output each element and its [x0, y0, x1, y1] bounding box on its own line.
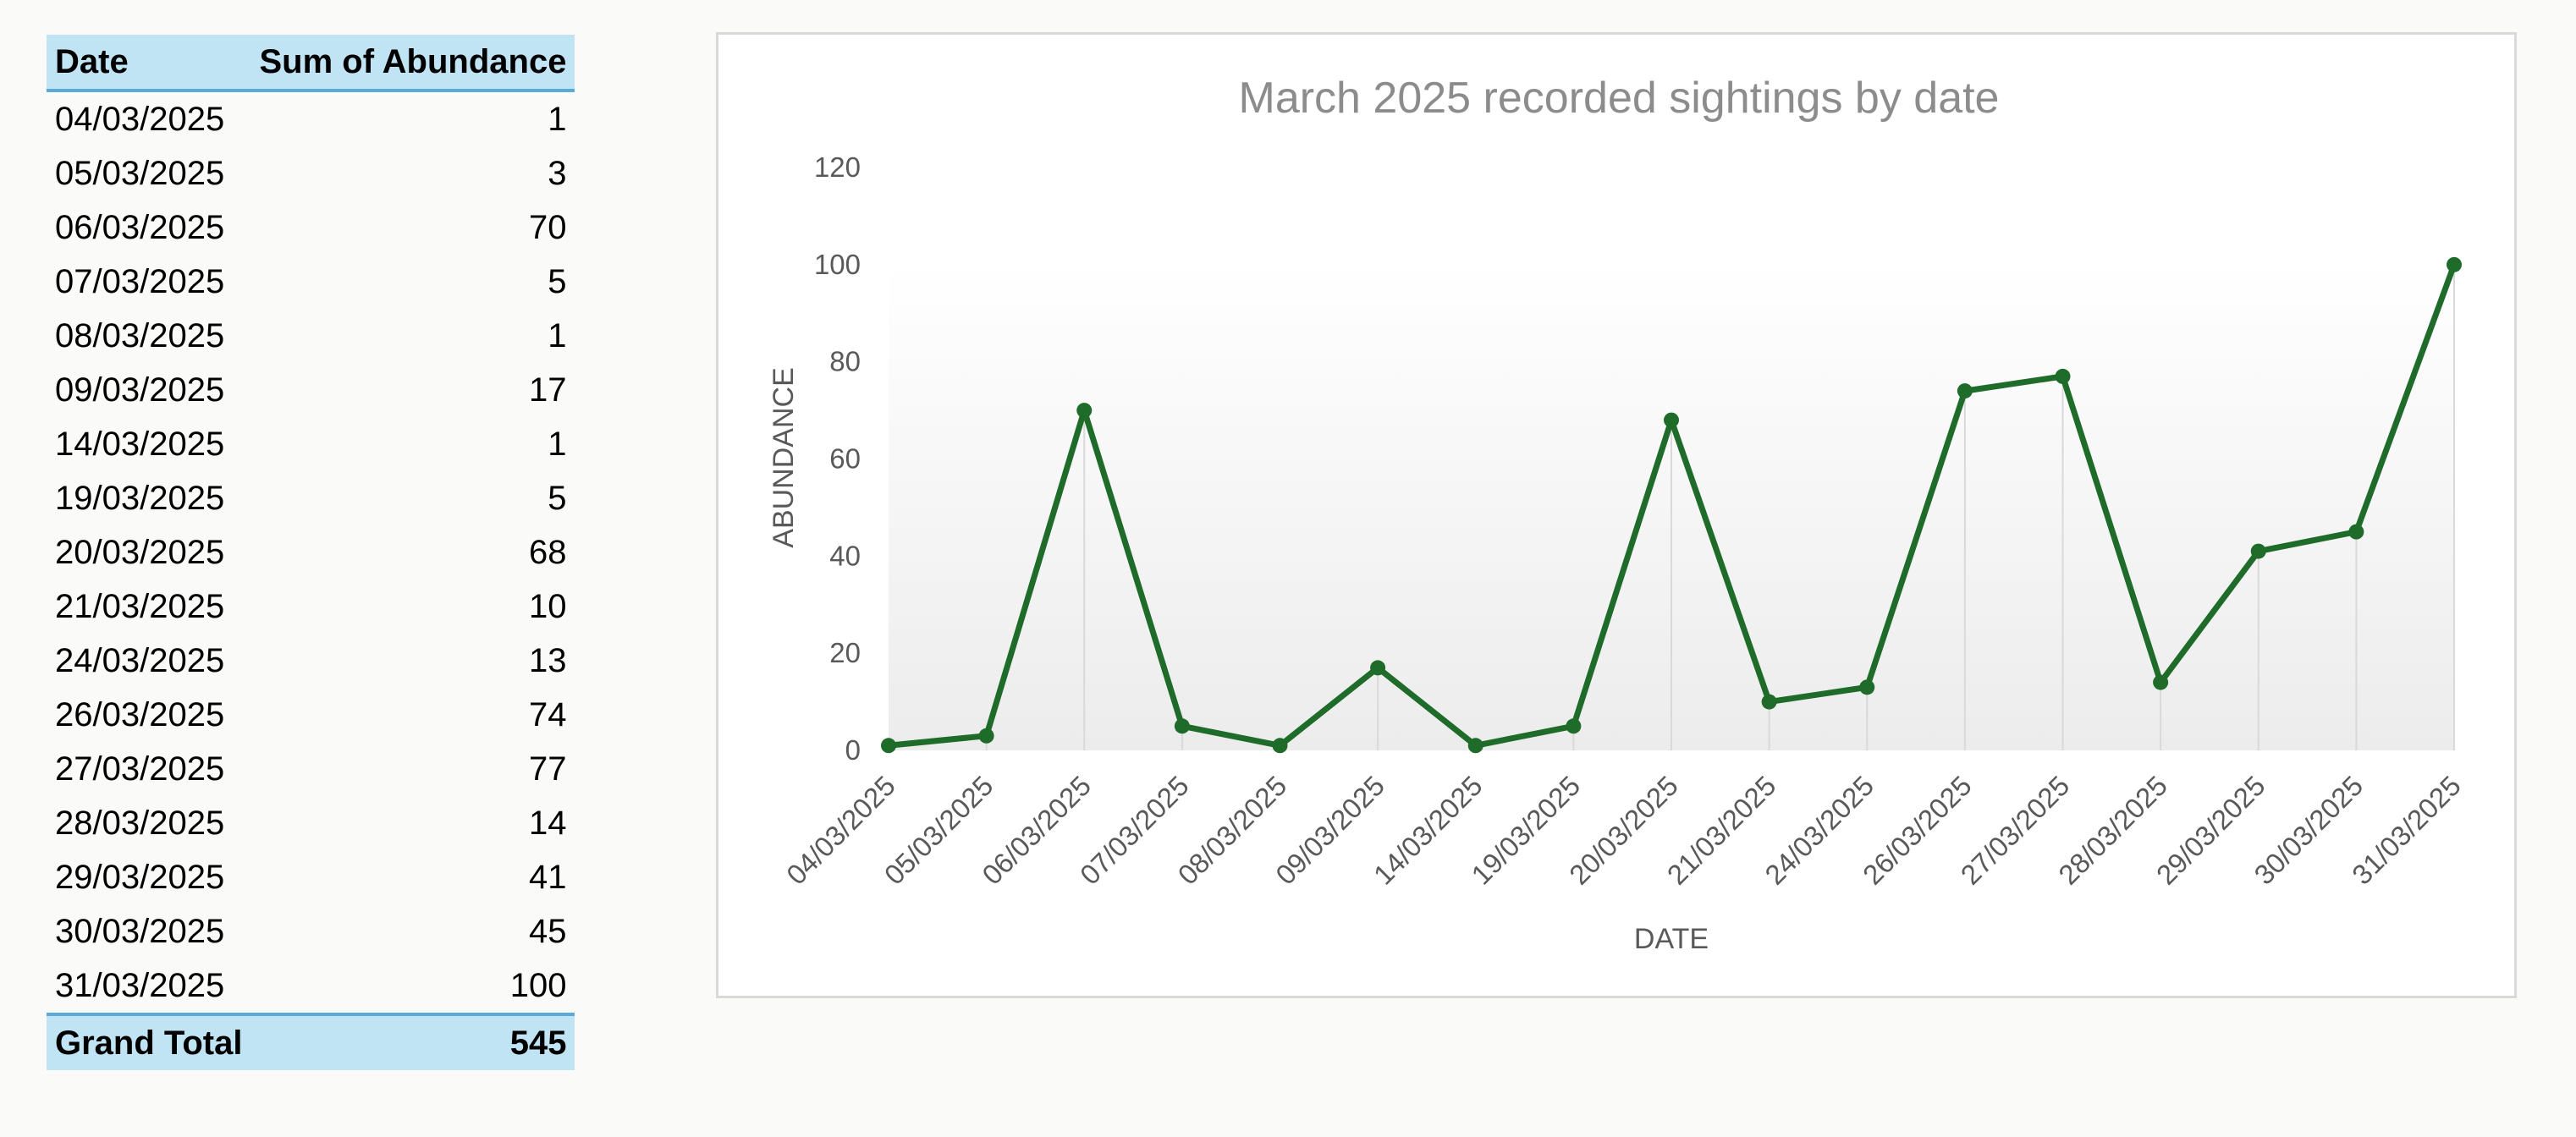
y-tick-label: 60 — [829, 443, 861, 475]
row-date[interactable]: 29/03/2025 — [55, 858, 225, 896]
y-tick-label: 120 — [814, 151, 861, 183]
row-abundance[interactable]: 1 — [548, 316, 567, 354]
pivot-row: 29/03/2025 41 — [47, 850, 575, 904]
row-abundance[interactable]: 100 — [509, 966, 567, 1004]
data-point[interactable] — [881, 738, 896, 754]
pivot-row: 08/03/2025 1 — [47, 309, 575, 363]
data-point[interactable] — [1957, 383, 1973, 399]
pivot-table: Date Sum of Abundance 04/03/2025 1 05/03/2… — [47, 35, 575, 1070]
row-date[interactable]: 04/03/2025 — [55, 100, 225, 138]
pivot-row: 26/03/2025 74 — [47, 688, 575, 742]
data-point[interactable] — [978, 728, 994, 744]
pivot-row: 09/03/2025 17 — [47, 363, 575, 417]
row-date[interactable]: 31/03/2025 — [55, 966, 225, 1004]
data-point[interactable] — [1272, 738, 1288, 754]
row-date[interactable]: 27/03/2025 — [55, 750, 225, 788]
pivot-row: 19/03/2025 5 — [47, 471, 575, 525]
y-tick-label: 0 — [845, 734, 861, 766]
data-point[interactable] — [2055, 368, 2071, 384]
pivot-row: 31/03/2025 100 — [47, 958, 575, 1014]
data-point[interactable] — [2153, 674, 2169, 690]
chart-title[interactable]: March 2025 recorded sightings by date — [1239, 74, 2000, 123]
data-point[interactable] — [2447, 256, 2462, 272]
chart-area[interactable]: March 2025 recorded sightings by date 0 2… — [716, 32, 2517, 998]
row-date[interactable]: 24/03/2025 — [55, 641, 225, 679]
y-axis-title: ABUNDANCE — [768, 367, 800, 547]
row-date[interactable]: 08/03/2025 — [55, 316, 225, 354]
row-abundance[interactable]: 74 — [528, 695, 567, 733]
row-abundance[interactable]: 3 — [548, 154, 567, 192]
data-point[interactable] — [2250, 543, 2266, 559]
row-abundance[interactable]: 77 — [528, 750, 567, 788]
row-date[interactable]: 21/03/2025 — [55, 587, 225, 625]
row-abundance[interactable]: 13 — [528, 641, 567, 679]
data-point[interactable] — [1076, 403, 1093, 419]
pivot-row: 06/03/2025 70 — [47, 200, 575, 255]
row-abundance[interactable]: 68 — [528, 533, 567, 571]
pivot-row: 04/03/2025 1 — [47, 91, 575, 146]
pivot-row: 24/03/2025 13 — [47, 634, 575, 688]
x-axis-title: DATE — [1634, 923, 1709, 955]
pivot-row: 05/03/2025 3 — [47, 146, 575, 200]
y-tick-label: 100 — [814, 249, 861, 280]
row-abundance[interactable]: 5 — [548, 262, 567, 300]
date-column-header[interactable]: Date — [55, 42, 129, 80]
grand-total-value[interactable]: 545 — [509, 1024, 567, 1062]
row-date[interactable]: 14/03/2025 — [55, 425, 225, 463]
data-point[interactable] — [1467, 738, 1483, 754]
row-date[interactable]: 07/03/2025 — [55, 262, 225, 300]
pivot-header-row: Date Sum of Abundance — [47, 35, 575, 91]
pivot-row: 20/03/2025 68 — [47, 525, 575, 579]
row-abundance[interactable]: 45 — [528, 912, 567, 950]
data-point[interactable] — [1761, 694, 1777, 710]
y-tick-label: 80 — [829, 346, 861, 377]
row-date[interactable]: 19/03/2025 — [55, 479, 225, 517]
pivot-row: 27/03/2025 77 — [47, 742, 575, 796]
row-abundance[interactable]: 70 — [528, 208, 567, 246]
row-date[interactable]: 06/03/2025 — [55, 208, 225, 246]
row-date[interactable]: 26/03/2025 — [55, 695, 225, 733]
pivot-row: 28/03/2025 14 — [47, 796, 575, 850]
data-point[interactable] — [2348, 524, 2364, 540]
pivot-row: 30/03/2025 45 — [47, 904, 575, 958]
row-abundance[interactable]: 10 — [528, 587, 567, 625]
row-date[interactable]: 09/03/2025 — [55, 371, 225, 409]
data-point[interactable] — [1664, 412, 1679, 428]
pivot-body: 04/03/2025 1 05/03/2025 3 06/03/2025 70 07/03/… — [47, 91, 575, 1014]
row-date[interactable]: 05/03/2025 — [55, 154, 225, 192]
data-point[interactable] — [1859, 679, 1875, 695]
row-date[interactable]: 28/03/2025 — [55, 804, 225, 842]
row-date[interactable]: 20/03/2025 — [55, 533, 225, 571]
y-tick-label: 40 — [829, 540, 861, 571]
row-date[interactable]: 30/03/2025 — [55, 912, 225, 950]
row-abundance[interactable]: 5 — [548, 479, 567, 517]
row-abundance[interactable]: 14 — [528, 804, 567, 842]
pivot-row: 07/03/2025 5 — [47, 255, 575, 309]
pivot-row: 14/03/2025 1 — [47, 417, 575, 471]
row-abundance[interactable]: 1 — [548, 100, 567, 138]
sum-column-header[interactable]: Sum of Abundance — [259, 42, 567, 80]
row-abundance[interactable]: 17 — [528, 371, 567, 409]
line-chart: March 2025 recorded sightings by date 0 2… — [768, 74, 2467, 955]
row-abundance[interactable]: 1 — [548, 425, 567, 463]
pivot-row: 21/03/2025 10 — [47, 579, 575, 634]
grand-total-label[interactable]: Grand Total — [55, 1024, 243, 1062]
data-point[interactable] — [1174, 718, 1190, 734]
row-abundance[interactable]: 41 — [528, 858, 567, 896]
y-tick-label: 20 — [829, 637, 861, 668]
grand-total-row: Grand Total 545 — [47, 1014, 575, 1070]
data-point[interactable] — [1566, 718, 1582, 734]
data-point[interactable] — [1370, 660, 1386, 676]
